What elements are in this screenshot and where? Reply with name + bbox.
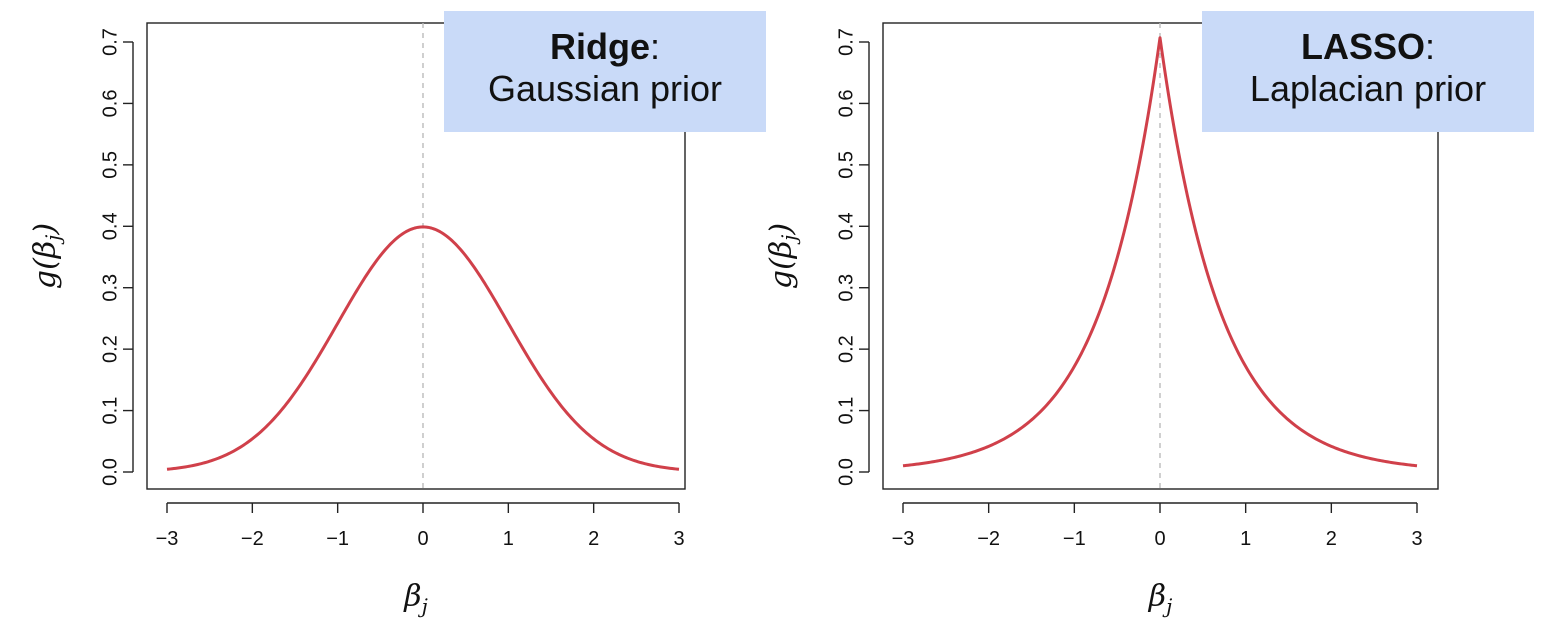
ridge-data-point (592, 437, 595, 440)
lasso-data-point (902, 464, 905, 467)
lasso-x-tick-label: 2 (1326, 528, 1337, 550)
ridge-y-tick-label: 0.3 (99, 274, 121, 302)
ridge-data-point (208, 459, 211, 462)
lasso-data-point (1244, 365, 1247, 368)
ridge-x-axis-label: βj (403, 579, 428, 618)
lasso-density-curve (902, 36, 1418, 468)
ridge-y-axis-label: g(βj) (28, 223, 65, 289)
lasso-x-tick-label: −1 (1063, 528, 1086, 550)
ridge-data-point (507, 322, 510, 325)
lasso-data-point (1116, 257, 1119, 260)
lasso-callout: LASSO: Laplacian prior (1202, 11, 1534, 132)
lasso-x-tick-label: 0 (1154, 528, 1165, 550)
lasso-callout-subtitle: Laplacian prior (1249, 68, 1487, 109)
lasso-x-tick-label: 3 (1411, 528, 1422, 550)
ridge-x-tick-label: 2 (588, 528, 599, 550)
lasso-data-point (1030, 418, 1033, 421)
lasso-x-tick-label: −3 (892, 528, 915, 550)
lasso-data-point (944, 458, 947, 461)
ridge-panel: −3 −2 −1 0 1 2 3 0.0 0.1 0.2 0.3 0.4 0.5 0.6 0.7 βj g(βj… (28, 22, 686, 618)
lasso-x-tick-label: 1 (1240, 528, 1251, 550)
ridge-data-point (464, 254, 467, 257)
lasso-data-point (1287, 418, 1290, 421)
lasso-data-point (1159, 36, 1162, 39)
ridge-x-tick-label: 0 (417, 528, 428, 550)
ridge-y-tick-label: 0.2 (99, 335, 121, 363)
lasso-data-point (1073, 365, 1076, 368)
lasso-data-point (1180, 167, 1183, 170)
ridge-data-point (635, 459, 638, 462)
ridge-callout-colon: : (650, 26, 661, 67)
lasso-x-tick-label: −2 (977, 528, 1000, 550)
ridge-y-tick-label: 0.4 (99, 212, 121, 240)
lasso-data-point (987, 445, 990, 448)
ridge-y-tick-label: 0.7 (99, 28, 121, 56)
lasso-y-tick-label: 0.1 (835, 397, 857, 425)
lasso-data-point (1416, 464, 1419, 467)
ridge-data-point (550, 391, 553, 394)
lasso-data-point (1330, 445, 1333, 448)
lasso-y-tick-label: 0.2 (835, 335, 857, 363)
lasso-data-point (1373, 458, 1376, 461)
ridge-data-point (166, 468, 169, 471)
lasso-callout-colon: : (1425, 26, 1436, 67)
lasso-y-tick-label: 0.4 (835, 212, 857, 240)
ridge-y-tick-label: 0.1 (99, 397, 121, 425)
ridge-data-point (336, 322, 339, 325)
ridge-data-point (251, 437, 254, 440)
lasso-x-axis-label: βj (1148, 579, 1173, 618)
lasso-data-point (1137, 167, 1140, 170)
ridge-x-tick-label: −2 (241, 528, 264, 550)
lasso-y-tick-label: 0.6 (835, 90, 857, 118)
ridge-data-point (422, 225, 425, 228)
lasso-y-tick-label: 0.7 (835, 28, 857, 56)
ridge-callout: Ridge: Gaussian prior (444, 11, 766, 132)
ridge-y-tick-label: 0.5 (99, 151, 121, 179)
lasso-data-point (1201, 257, 1204, 260)
ridge-plot-frame (146, 22, 686, 490)
ridge-callout-subtitle: Gaussian prior (487, 68, 723, 109)
ridge-x-tick-label: 1 (503, 528, 514, 550)
lasso-panel: −3 −2 −1 0 1 2 3 0.0 0.1 0.2 0.3 0.4 0.5 0.6 0.7 βj g(βj… (764, 22, 1439, 618)
ridge-density-curve (166, 225, 680, 471)
lasso-y-tick-label: 0.3 (835, 274, 857, 302)
ridge-y-tick-label: 0.6 (99, 90, 121, 118)
ridge-y-tick-label: 0.0 (99, 458, 121, 486)
ridge-x-tick-label: −1 (326, 528, 349, 550)
lasso-y-tick-label: 0.5 (835, 151, 857, 179)
lasso-callout-title: LASSO (1300, 26, 1425, 67)
lasso-y-tick-label: 0.0 (835, 458, 857, 486)
ridge-x-tick-label: 3 (673, 528, 684, 550)
lasso-y-axis-label: g(βj) (764, 223, 801, 289)
ridge-data-point (379, 254, 382, 257)
ridge-x-tick-label: −3 (156, 528, 179, 550)
ridge-data-point (294, 391, 297, 394)
ridge-data-point (678, 468, 681, 471)
ridge-callout-title: Ridge (549, 26, 650, 67)
